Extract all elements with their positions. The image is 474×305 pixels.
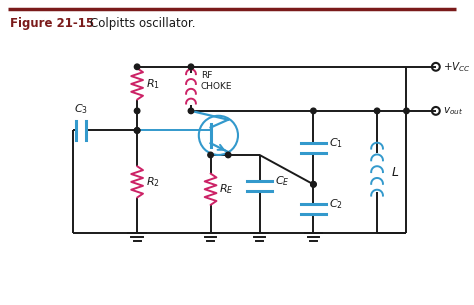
Text: Figure 21-15: Figure 21-15 [10, 17, 94, 30]
Circle shape [134, 108, 140, 114]
Circle shape [134, 128, 140, 133]
Circle shape [310, 181, 316, 187]
Circle shape [374, 108, 380, 114]
Text: $C_3$: $C_3$ [74, 102, 88, 116]
Text: $+V_{CC}$: $+V_{CC}$ [443, 60, 471, 74]
Circle shape [208, 152, 213, 158]
Text: $C_E$: $C_E$ [275, 174, 290, 188]
Text: $R_E$: $R_E$ [219, 182, 234, 196]
Circle shape [310, 108, 316, 114]
Text: $L$: $L$ [391, 166, 399, 179]
Circle shape [226, 152, 231, 158]
Text: Colpitts oscillator.: Colpitts oscillator. [90, 17, 196, 30]
Text: $C_1$: $C_1$ [329, 136, 343, 150]
Text: $R_2$: $R_2$ [146, 175, 160, 189]
Text: $C_2$: $C_2$ [329, 197, 343, 211]
Circle shape [310, 181, 316, 187]
Circle shape [134, 64, 140, 70]
Text: $v_{out}$: $v_{out}$ [443, 105, 463, 117]
Circle shape [188, 64, 194, 70]
Circle shape [134, 128, 140, 133]
Circle shape [188, 108, 194, 114]
Text: $R_1$: $R_1$ [146, 77, 160, 91]
Circle shape [404, 108, 409, 114]
Text: RF
CHOKE: RF CHOKE [201, 71, 232, 91]
